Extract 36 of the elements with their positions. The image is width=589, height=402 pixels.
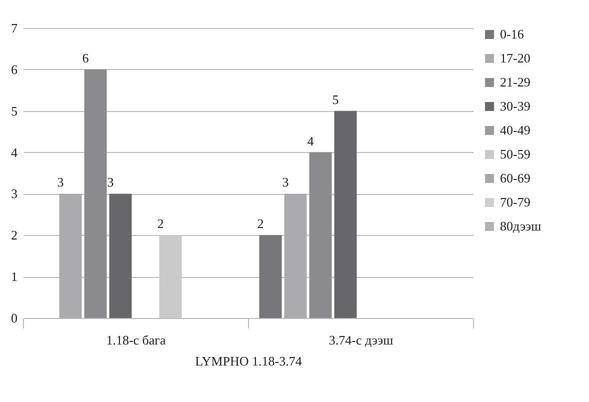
x-tick-label: 1.18-с бага bbox=[106, 332, 166, 348]
bar bbox=[309, 152, 332, 318]
legend-label: 60-69 bbox=[500, 170, 530, 186]
y-tick-label: 1 bbox=[11, 269, 18, 284]
legend-label: 40-49 bbox=[500, 122, 530, 138]
legend-label: 17-20 bbox=[500, 50, 530, 66]
bar bbox=[284, 194, 307, 318]
bar bbox=[159, 235, 182, 318]
legend-label: 21-29 bbox=[500, 74, 530, 90]
bar bbox=[334, 110, 357, 318]
x-tick-label: 3.74-с дээш bbox=[328, 332, 394, 348]
data-label: 3 bbox=[57, 174, 64, 190]
y-tick-label: 4 bbox=[11, 144, 18, 160]
legend-label: 50-59 bbox=[500, 146, 530, 162]
data-label: 3 bbox=[282, 174, 289, 190]
y-tick-label: 2 bbox=[11, 228, 18, 243]
legend-label: 70-79 bbox=[500, 194, 530, 210]
y-tick-label: 0 bbox=[11, 310, 18, 326]
y-tick-label: 7 bbox=[11, 20, 18, 36]
data-label: 4 bbox=[307, 133, 314, 148]
y-tick-label: 5 bbox=[11, 103, 18, 118]
data-label: 3 bbox=[107, 174, 114, 190]
data-label: 2 bbox=[157, 216, 164, 232]
legend-label: 0-16 bbox=[500, 26, 524, 42]
x-axis-title: LYMPHO 1.18-3.74 bbox=[195, 354, 302, 368]
data-label: 5 bbox=[332, 92, 339, 107]
data-label: 6 bbox=[82, 50, 90, 66]
legend-label: 30-39 bbox=[500, 98, 530, 114]
y-tick-label: 6 bbox=[11, 62, 18, 77]
bar bbox=[59, 194, 82, 318]
bar bbox=[259, 235, 282, 318]
data-label: 2 bbox=[257, 216, 264, 232]
y-tick-label: 3 bbox=[11, 186, 18, 202]
legend-label: 80дээш bbox=[500, 218, 542, 234]
bar bbox=[84, 69, 107, 318]
bar bbox=[109, 194, 132, 318]
